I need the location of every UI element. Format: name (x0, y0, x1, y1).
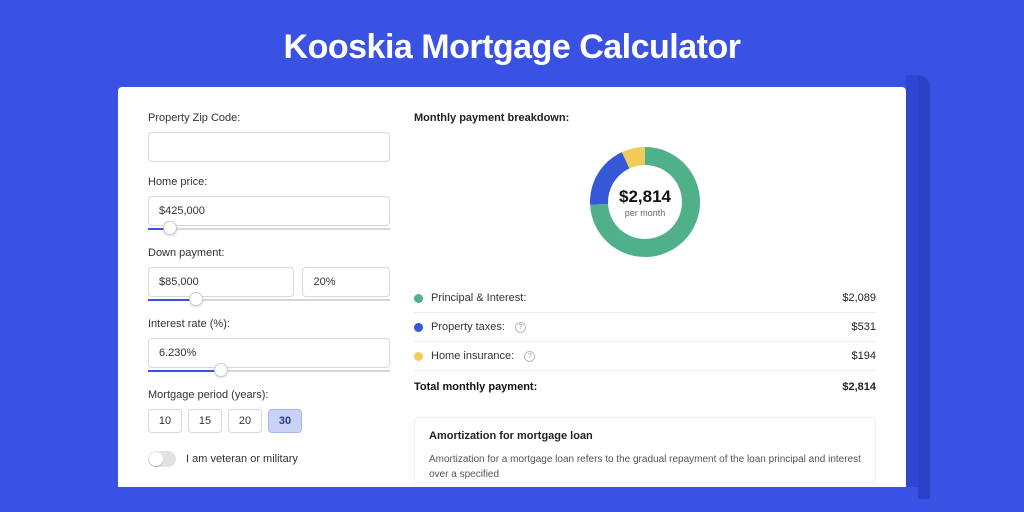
donut-amount: $2,814 (619, 187, 671, 207)
legend-value: $531 (852, 321, 876, 333)
legend-label: Home insurance: (431, 350, 514, 362)
legend-dot (414, 323, 423, 332)
home-price-slider[interactable] (148, 225, 390, 233)
period-btn-30[interactable]: 30 (268, 409, 302, 433)
home-price-slider-thumb[interactable] (163, 221, 177, 235)
donut-sub-label: per month (625, 208, 666, 218)
card-shadow (906, 75, 918, 487)
veteran-label: I am veteran or military (186, 453, 298, 465)
home-price-label: Home price: (148, 176, 390, 188)
toggle-knob (149, 452, 163, 466)
amortization-text: Amortization for a mortgage loan refers … (429, 452, 861, 482)
down-payment-pct-input[interactable] (302, 267, 390, 297)
period-field: Mortgage period (years): 10152030 (148, 389, 390, 433)
interest-rate-slider-thumb[interactable] (214, 363, 228, 377)
period-buttons: 10152030 (148, 409, 390, 433)
legend-value: $194 (852, 350, 876, 362)
total-value: $2,814 (842, 381, 876, 393)
zip-field: Property Zip Code: (148, 112, 390, 162)
form-column: Property Zip Code: Home price: Down paym… (148, 112, 390, 487)
period-btn-20[interactable]: 20 (228, 409, 262, 433)
zip-label: Property Zip Code: (148, 112, 390, 124)
amortization-card: Amortization for mortgage loan Amortizat… (414, 417, 876, 483)
home-price-field: Home price: (148, 176, 390, 233)
interest-rate-field: Interest rate (%): (148, 318, 390, 375)
interest-rate-input[interactable] (148, 338, 390, 368)
down-payment-field: Down payment: (148, 247, 390, 304)
legend-label: Principal & Interest: (431, 292, 526, 304)
legend-label: Property taxes: (431, 321, 505, 333)
info-icon[interactable]: ? (515, 322, 526, 333)
total-label: Total monthly payment: (414, 381, 537, 393)
legend-value: $2,089 (842, 292, 876, 304)
interest-rate-label: Interest rate (%): (148, 318, 390, 330)
interest-rate-slider[interactable] (148, 367, 390, 375)
page-title: Kooskia Mortgage Calculator (0, 0, 1024, 87)
down-payment-label: Down payment: (148, 247, 390, 259)
veteran-row: I am veteran or military (148, 451, 390, 467)
amortization-title: Amortization for mortgage loan (429, 430, 861, 442)
legend-row: Principal & Interest: $2,089 (414, 284, 876, 313)
down-payment-input[interactable] (148, 267, 294, 297)
legend-row: Home insurance:? $194 (414, 342, 876, 371)
total-row: Total monthly payment: $2,814 (414, 371, 876, 401)
home-price-input[interactable] (148, 196, 390, 226)
legend-dot (414, 352, 423, 361)
period-label: Mortgage period (years): (148, 389, 390, 401)
legend-dot (414, 294, 423, 303)
payment-donut-chart: $2,814 per month (581, 138, 709, 266)
veteran-toggle[interactable] (148, 451, 176, 467)
donut-center: $2,814 per month (581, 138, 709, 266)
breakdown-column: Monthly payment breakdown: $2,814 per mo… (414, 112, 876, 487)
down-payment-slider[interactable] (148, 296, 390, 304)
period-btn-10[interactable]: 10 (148, 409, 182, 433)
calculator-card: Property Zip Code: Home price: Down paym… (118, 87, 906, 487)
info-icon[interactable]: ? (524, 351, 535, 362)
down-payment-slider-thumb[interactable] (189, 292, 203, 306)
legend-row: Property taxes:? $531 (414, 313, 876, 342)
donut-wrap: $2,814 per month (414, 138, 876, 266)
breakdown-title: Monthly payment breakdown: (414, 112, 876, 124)
period-btn-15[interactable]: 15 (188, 409, 222, 433)
zip-input[interactable] (148, 132, 390, 162)
